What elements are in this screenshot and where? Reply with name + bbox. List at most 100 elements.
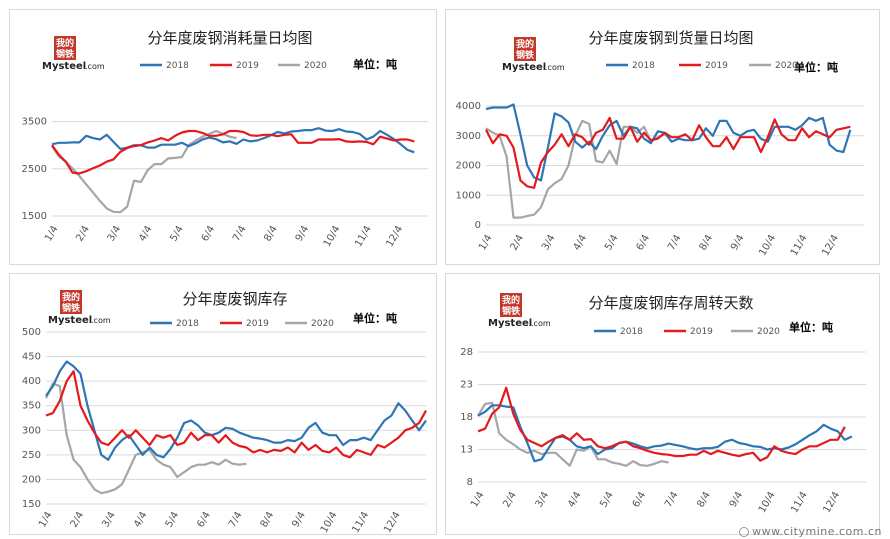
- chart-panel-arrivals: 我的 钢铁 Mysteel .com 分年度废钢到货量日均图 单位：吨 2018 2019 20…: [445, 9, 880, 265]
- series-line-2018: [51, 127, 415, 154]
- x-tick-label: 12/4: [382, 510, 403, 534]
- y-tick-label: 200: [22, 474, 41, 485]
- x-tick-label: 4/4: [566, 490, 584, 509]
- x-tick-label: 5/4: [603, 233, 621, 252]
- chart-title: 分年度废钢到货量日均图: [588, 29, 753, 47]
- logo-line1: 我的: [62, 291, 80, 303]
- x-tick-label: 8/4: [698, 233, 716, 252]
- logo-line2: 钢铁: [516, 49, 534, 61]
- legend-label-2019: 2019: [690, 327, 713, 337]
- logo-domain: .com: [545, 63, 565, 72]
- x-tick-label: 1/4: [37, 510, 55, 529]
- y-tick-label: 3500: [22, 117, 47, 128]
- series-line-2020: [477, 401, 669, 467]
- x-tick-label: 4/4: [572, 233, 590, 252]
- chart-title: 分年度废钢库存: [182, 290, 287, 308]
- x-tick-label: 9/4: [729, 233, 747, 252]
- x-tick-label: 1/4: [43, 224, 61, 243]
- logo-brand: Mysteel: [42, 61, 86, 72]
- x-tick-label: 5/4: [168, 224, 186, 243]
- legend-label-2020: 2020: [775, 61, 798, 71]
- logo-red-block-icon: [514, 37, 536, 61]
- legend-label-2020: 2020: [757, 327, 780, 337]
- x-tick-label: 9/4: [294, 224, 312, 243]
- legend-label-2020: 2020: [311, 319, 334, 329]
- legend-label-2018: 2018: [176, 319, 199, 329]
- unit-label: 单位：吨: [353, 311, 397, 325]
- series-line-2019: [477, 386, 846, 462]
- chart-panel-turnover: 我的 钢铁 Mysteel .com 分年度废钢库存周转天数单位：吨 2018 2019 20…: [445, 273, 880, 535]
- x-tick-label: 10/4: [322, 224, 343, 249]
- chart-title: 分年度废钢库存周转天数: [588, 294, 753, 312]
- y-tick-label: 0: [475, 220, 481, 231]
- watermark-logo-icon: [739, 527, 750, 537]
- x-tick-label: 5/4: [598, 490, 616, 509]
- logo-line2: 钢铁: [62, 302, 80, 314]
- x-tick-label: 2/4: [501, 490, 519, 509]
- series-line-2019: [485, 116, 851, 189]
- logo-line1: 我的: [56, 37, 74, 49]
- series-line-2019: [51, 129, 415, 175]
- y-tick-label: 250: [22, 450, 41, 461]
- x-tick-label: 11/4: [789, 490, 810, 515]
- x-tick-label: 11/4: [351, 510, 372, 534]
- logo-domain: .com: [85, 62, 105, 71]
- x-tick-label: 2/4: [69, 510, 87, 529]
- x-tick-label: 11/4: [789, 233, 810, 258]
- logo-domain: .com: [91, 316, 111, 325]
- legend-label-2019: 2019: [236, 61, 259, 71]
- y-tick-label: 300: [22, 425, 41, 436]
- legend-label-2018: 2018: [166, 61, 189, 71]
- x-tick-label: 12/4: [820, 233, 841, 258]
- y-tick-label: 2500: [22, 164, 47, 175]
- x-tick-label: 4/4: [137, 224, 155, 243]
- unit-label: 单位：吨: [789, 320, 833, 334]
- x-tick-label: 3/4: [540, 233, 558, 252]
- legend-label-2018: 2018: [620, 327, 643, 337]
- x-tick-label: 3/4: [534, 490, 552, 509]
- y-tick-label: 4000: [456, 101, 481, 112]
- y-tick-label: 400: [22, 376, 41, 387]
- x-tick-label: 6/4: [195, 510, 213, 529]
- x-tick-label: 6/4: [631, 490, 649, 509]
- watermark: www.citymine.com.cn: [739, 525, 882, 538]
- x-tick-label: 7/4: [666, 233, 684, 252]
- series-line-2020: [45, 382, 247, 495]
- x-tick-label: 6/4: [635, 233, 653, 252]
- x-tick-label: 8/4: [262, 224, 280, 243]
- x-tick-label: 3/4: [106, 224, 124, 243]
- chart-panel-inventory: 我的 钢铁 Mysteel .com 分年度废钢库存 单位：吨 2018 2019 2020 15…: [9, 273, 437, 535]
- chart-title: 分年度废钢消耗量日均图: [147, 29, 312, 47]
- x-tick-label: 9/4: [728, 490, 746, 509]
- y-tick-label: 1500: [22, 211, 47, 222]
- unit-label: 单位：吨: [794, 60, 838, 74]
- logo-line1: 我的: [516, 38, 534, 50]
- y-tick-label: 2000: [456, 161, 481, 172]
- x-tick-label: 2/4: [509, 233, 527, 252]
- y-tick-label: 350: [22, 401, 41, 412]
- y-tick-label: 13: [460, 445, 473, 456]
- watermark-text: www.citymine.com.cn: [752, 525, 882, 538]
- logo-line2: 钢铁: [56, 48, 74, 60]
- x-tick-label: 10/4: [757, 490, 778, 515]
- x-tick-label: 12/4: [385, 224, 406, 249]
- legend-label-2020: 2020: [304, 61, 327, 71]
- x-tick-label: 12/4: [822, 490, 843, 515]
- x-tick-label: 11/4: [353, 224, 374, 249]
- y-tick-label: 450: [22, 352, 41, 363]
- series-line-2018: [477, 404, 853, 463]
- x-tick-label: 7/4: [227, 510, 245, 529]
- x-tick-label: 7/4: [663, 490, 681, 509]
- x-tick-label: 10/4: [757, 233, 778, 258]
- x-tick-label: 2/4: [74, 224, 92, 243]
- series-line-2018: [485, 103, 852, 182]
- logo-brand: Mysteel: [488, 318, 532, 329]
- logo-brand: Mysteel: [48, 315, 92, 326]
- x-tick-label: 1/4: [469, 490, 487, 509]
- x-tick-label: 5/4: [164, 510, 182, 529]
- x-tick-label: 1/4: [477, 233, 495, 252]
